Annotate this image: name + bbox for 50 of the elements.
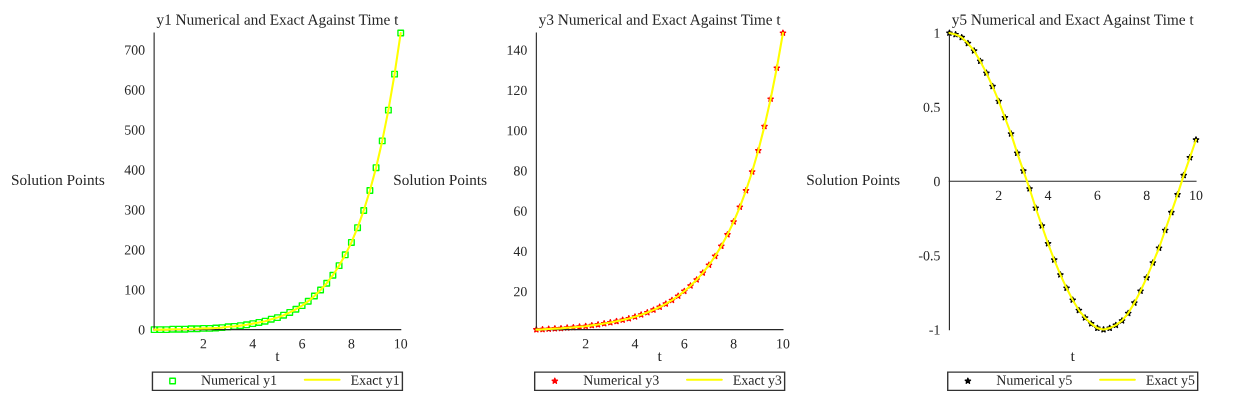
x-axis-title: t xyxy=(275,352,280,362)
y-tick-label: 1 xyxy=(934,28,940,38)
x-tick-label: 8 xyxy=(1143,190,1150,201)
x-tick-label: 4 xyxy=(631,339,639,349)
chart-title: y5 Numerical and Exact Against Time t xyxy=(951,14,1194,28)
x-tick-label: 10 xyxy=(395,339,408,349)
y-tick-label: 600 xyxy=(124,85,145,95)
x-tick-label: 4 xyxy=(1044,190,1052,200)
x-tick-label: 8 xyxy=(730,339,737,349)
y-tick-label: -0.5 xyxy=(918,251,940,261)
y-tick-label: -1 xyxy=(929,325,940,335)
x-tick-label: 2 xyxy=(200,339,207,349)
x-axis-title: t xyxy=(657,352,662,362)
y-tick-label: 120 xyxy=(507,85,527,96)
y-tick-label: 0 xyxy=(138,325,145,335)
y-tick-label: 700 xyxy=(125,45,145,55)
y-tick-label: 80 xyxy=(513,166,527,176)
x-tick-label: 10 xyxy=(1190,190,1203,201)
legend-label: Exact y5 xyxy=(1146,375,1195,388)
chart-title: y3 Numerical and Exact Against Time t xyxy=(538,14,781,28)
y-axis-title: Solution Points xyxy=(12,174,105,186)
y-tick-label: 500 xyxy=(125,125,145,135)
x-tick-label: 10 xyxy=(777,339,790,349)
x-tick-label: 6 xyxy=(1094,190,1101,201)
y-axis-title: Solution Points xyxy=(807,174,900,186)
y-tick-label: 40 xyxy=(513,246,527,257)
x-tick-label: 8 xyxy=(348,339,355,349)
y-axis-title: Solution Points xyxy=(394,174,487,186)
legend-label: Numerical y1 xyxy=(201,375,277,388)
y-tick-label: 0.5 xyxy=(923,102,940,113)
y-tick-label: 0 xyxy=(933,176,940,187)
x-tick-label: 2 xyxy=(995,190,1002,200)
y-tick-label: 60 xyxy=(514,206,527,216)
y-tick-label: 100 xyxy=(125,285,145,295)
legend-label: Numerical y5 xyxy=(996,375,1072,388)
x-axis-title: t xyxy=(1070,352,1075,362)
x-tick-label: 6 xyxy=(299,339,306,349)
y-tick-label: 20 xyxy=(514,286,527,297)
x-tick-label: 6 xyxy=(681,339,688,349)
y-tick-label: 200 xyxy=(124,245,145,255)
legend-label: Numerical y3 xyxy=(583,375,659,388)
y-tick-label: 300 xyxy=(124,205,145,215)
legend-label: Exact y1 xyxy=(351,375,399,388)
y-tick-label: 400 xyxy=(124,165,145,175)
x-tick-label: 2 xyxy=(582,339,589,349)
chart-title: y1 Numerical and Exact Against Time t xyxy=(156,14,399,28)
y-tick-label: 100 xyxy=(507,125,527,136)
y-tick-label: 140 xyxy=(507,45,527,55)
legend-label: Exact y3 xyxy=(733,375,782,388)
x-tick-label: 4 xyxy=(249,339,257,349)
